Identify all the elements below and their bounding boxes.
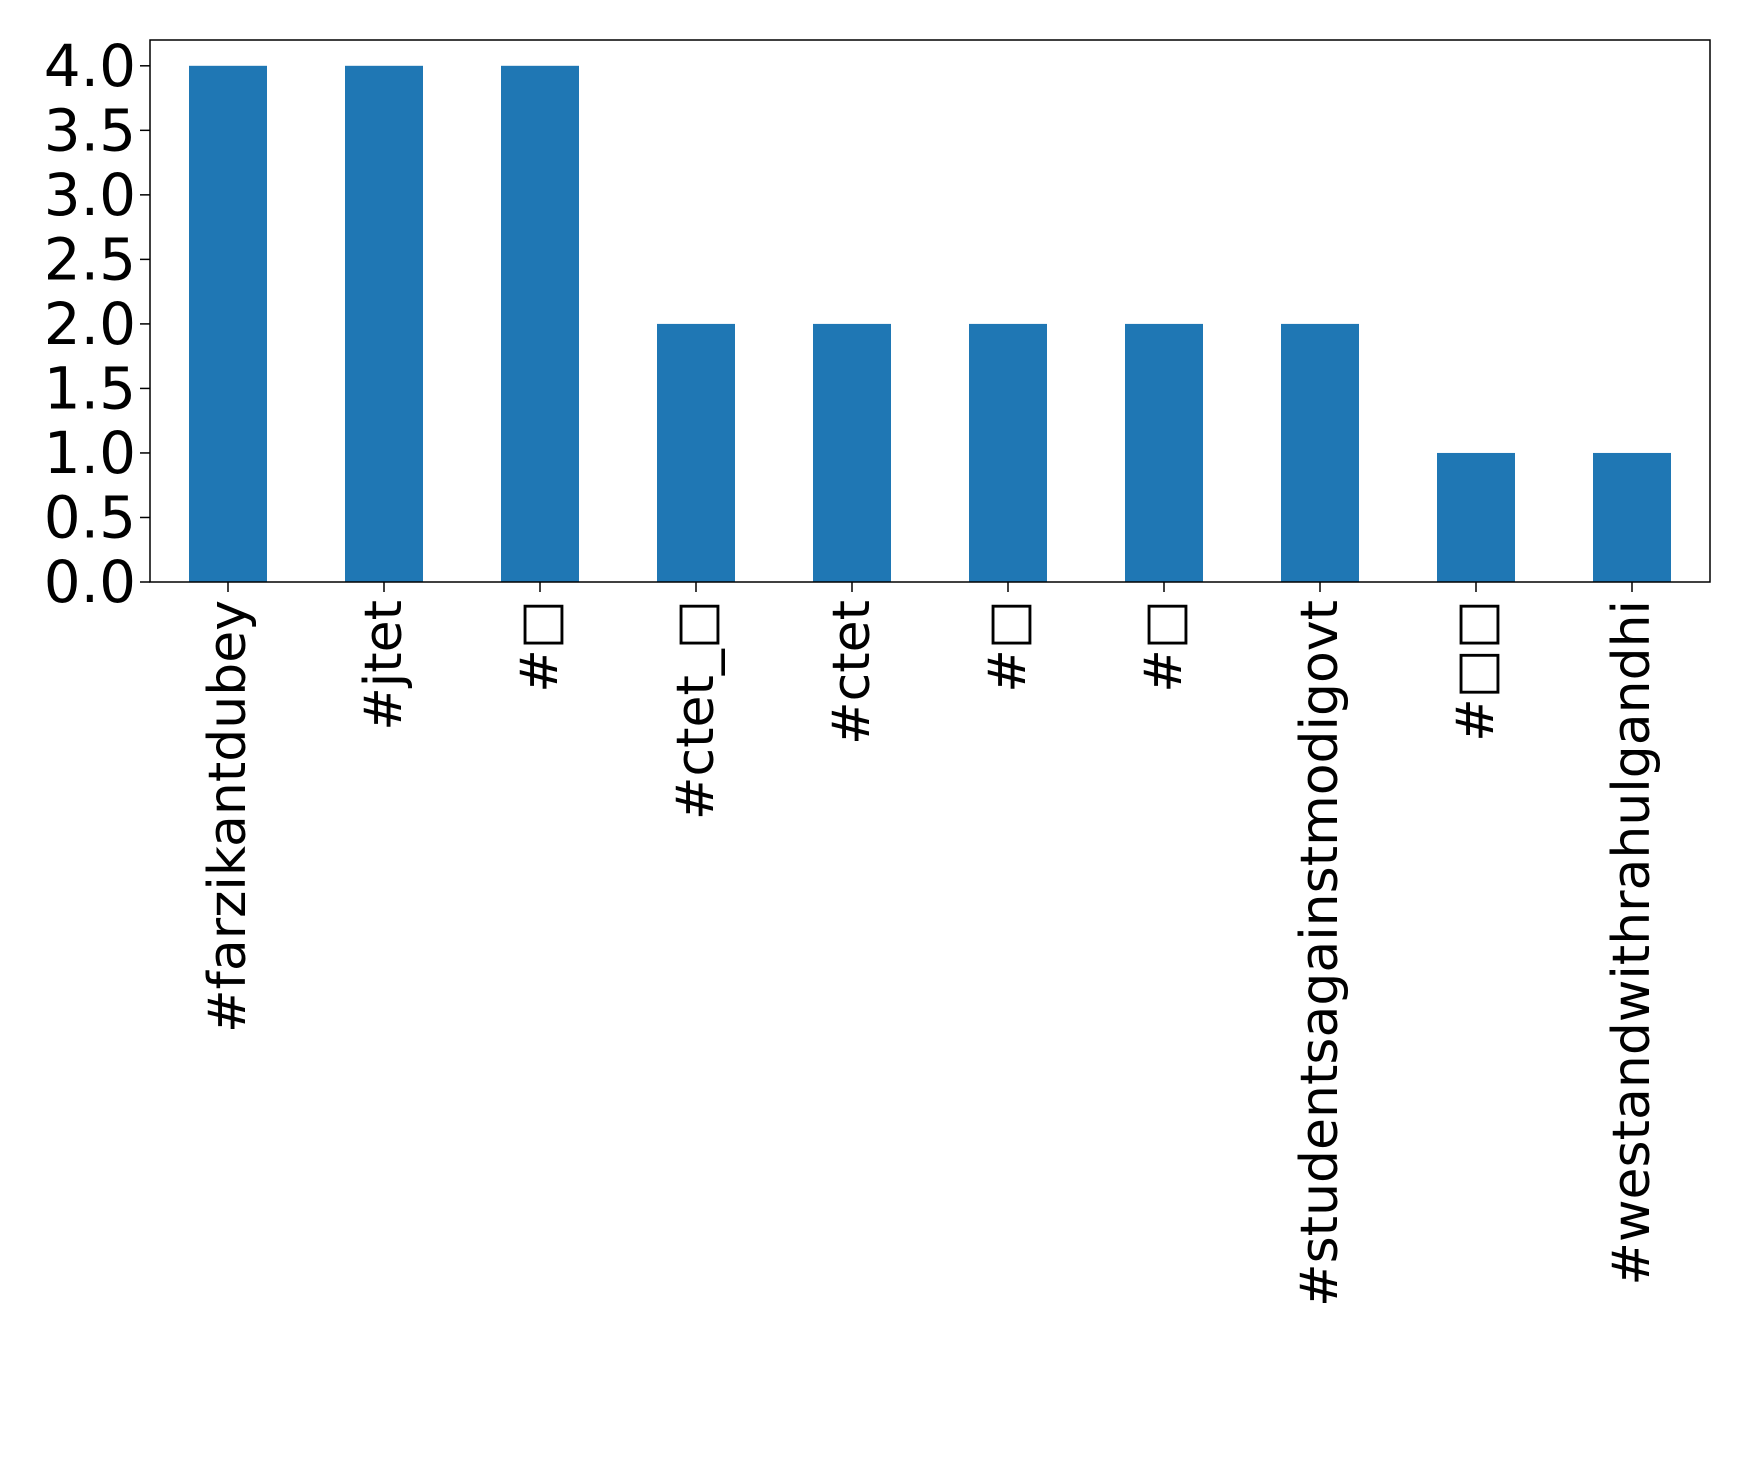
bar [813, 323, 891, 582]
y-tick-label: 1.5 [44, 354, 136, 422]
x-tick-label: #□ [510, 600, 570, 693]
y-tick-label: 0.5 [44, 483, 136, 551]
y-tick-label: 1.0 [44, 419, 136, 487]
bar [1281, 323, 1359, 582]
bar [345, 65, 423, 583]
x-tick-label: #farzikantdubey [198, 600, 258, 1033]
bars-group [189, 65, 1671, 583]
x-tick-label: #□ [1134, 600, 1194, 693]
x-axis: #farzikantdubey #jtet #□ #ctet_□ #ctet #□ #□ #s… [198, 582, 1662, 1307]
x-tick-label: #ctet [822, 600, 882, 745]
bar [969, 323, 1047, 582]
x-tick-label: #□ [978, 600, 1038, 693]
x-tick-label: #□□ [1446, 600, 1506, 742]
x-tick-label: #westandwithrahulgandhi [1602, 600, 1662, 1286]
y-tick-label: 3.0 [44, 161, 136, 229]
bar [1437, 452, 1515, 582]
bar [501, 65, 579, 583]
y-tick-label: 2.0 [44, 290, 136, 358]
x-tick-label: #ctet_□ [666, 600, 726, 820]
bar [1593, 452, 1671, 582]
y-tick-label: 2.5 [44, 225, 136, 293]
bar [1125, 323, 1203, 582]
y-tick-label: 0.0 [44, 548, 136, 616]
x-tick-label: #jtet [354, 600, 414, 731]
x-tick-label: #studentsagainstmodigovt [1290, 600, 1350, 1307]
y-tick-label: 3.5 [44, 96, 136, 164]
bar [189, 65, 267, 583]
bar [657, 323, 735, 582]
plot-frame [149, 39, 1711, 583]
y-tick-label: 4.0 [44, 32, 136, 100]
y-axis: 0.00.51.01.52.02.53.03.54.0 [44, 32, 150, 616]
